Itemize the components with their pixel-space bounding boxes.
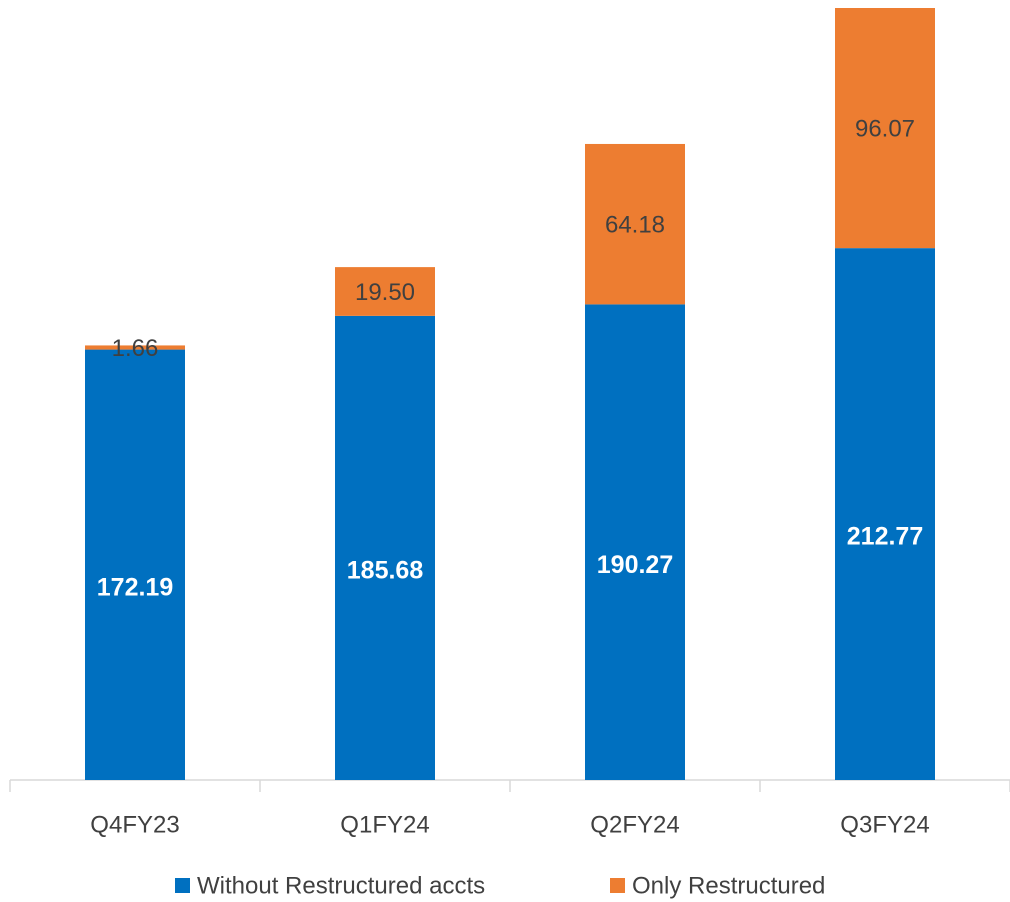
data-label: 190.27 — [597, 551, 673, 579]
data-label: 64.18 — [605, 212, 665, 239]
data-label: 96.07 — [855, 115, 915, 142]
legend-label: Only Restructured — [632, 872, 825, 899]
bar-segment — [85, 345, 185, 350]
data-label: 212.77 — [847, 523, 923, 551]
legend-swatch — [175, 878, 190, 893]
data-label: 19.50 — [355, 279, 415, 306]
bar-segment — [835, 248, 935, 780]
bar-segment — [85, 349, 185, 780]
bar-segment — [585, 304, 685, 780]
data-label: 185.68 — [347, 557, 424, 585]
data-label: 172.19 — [97, 573, 173, 601]
x-tick-label: Q3FY24 — [840, 811, 929, 838]
bar-segment — [585, 143, 685, 305]
bar-segment — [335, 315, 435, 780]
x-tick-label: Q2FY24 — [590, 811, 679, 838]
legend-label: Without Restructured accts — [197, 872, 485, 899]
data-label: 1.66 — [112, 335, 159, 362]
x-tick-label: Q1FY24 — [340, 811, 429, 838]
x-tick-label: Q4FY23 — [90, 811, 179, 838]
legend-swatch — [610, 878, 625, 893]
bar-segment — [335, 267, 435, 316]
bar-segment — [835, 8, 935, 249]
